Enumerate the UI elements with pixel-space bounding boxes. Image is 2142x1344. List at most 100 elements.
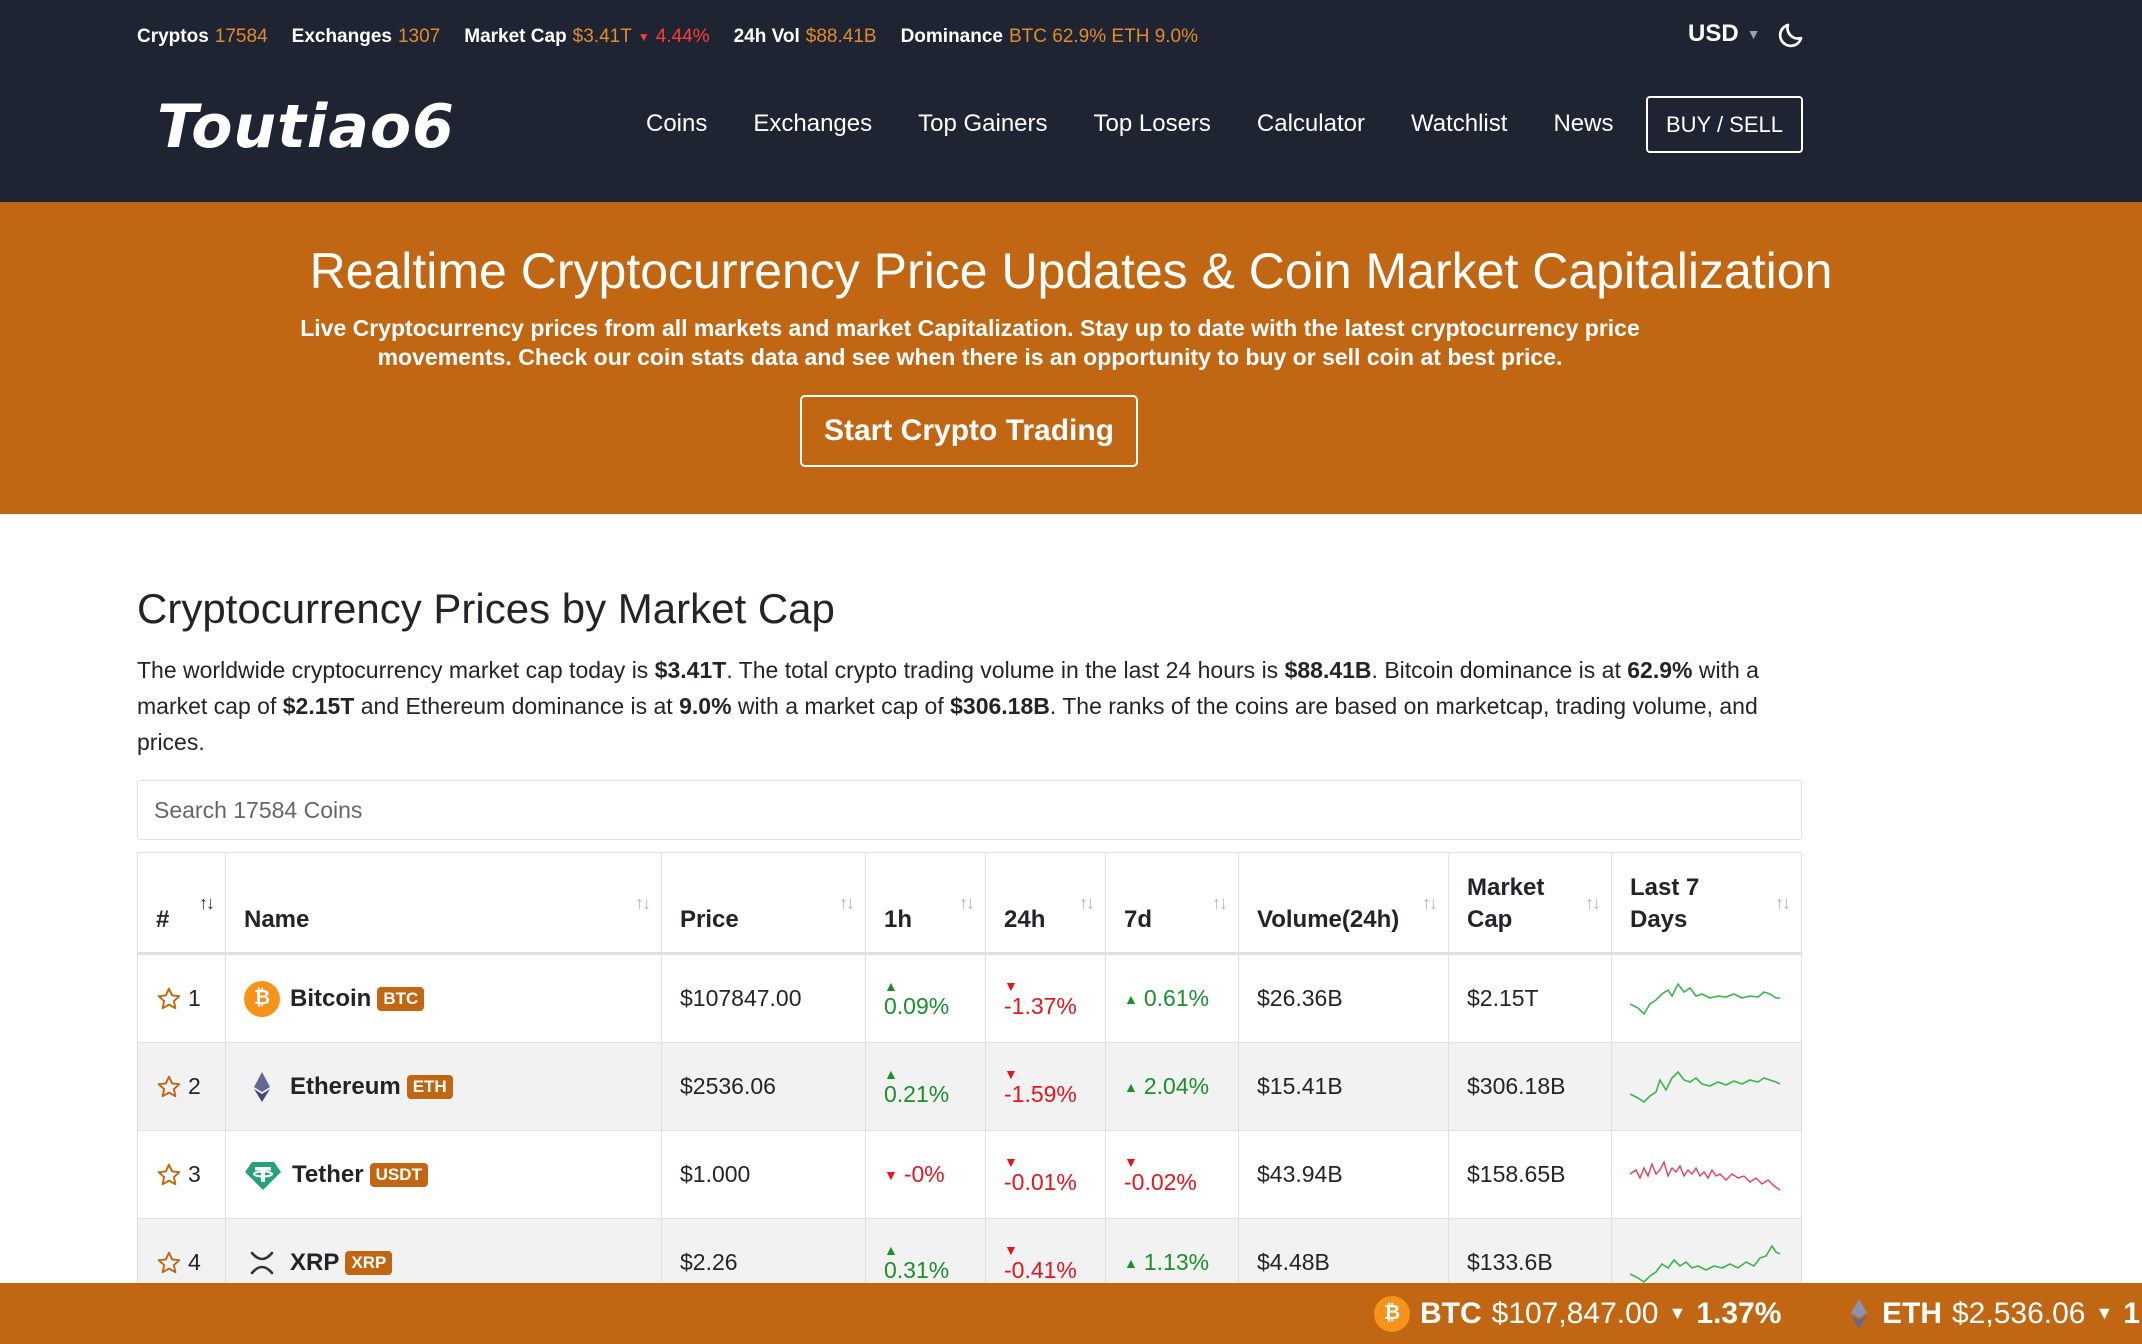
change-24h-cell: ▼ -1.59% [986, 1043, 1106, 1130]
star-icon[interactable] [156, 986, 182, 1012]
desc-text: with a market cap of [137, 657, 1759, 719]
ethereum-icon [1851, 1298, 1867, 1329]
caret-up-icon: ▲ [884, 1241, 898, 1258]
ticker-eth-change: 1.5 [2123, 1296, 2142, 1330]
th-name-label: Name [244, 906, 310, 933]
rank-cell: 4 [138, 1219, 226, 1306]
nav-calculator[interactable]: Calculator [1256, 110, 1365, 137]
change-24h-value: -0.41% [1004, 1256, 1077, 1283]
caret-down-icon: ▼ [884, 1166, 898, 1183]
th-last7[interactable]: Last 7 Days ↑↓ [1612, 853, 1801, 952]
dark-mode-moon-icon[interactable] [1776, 20, 1806, 50]
th-volume[interactable]: Volume(24h) ↑↓ [1239, 853, 1449, 952]
th-7d[interactable]: 7d ↑↓ [1106, 853, 1239, 952]
coin-search-input[interactable] [137, 780, 1802, 840]
stat-marketcap-label: Market Cap [464, 26, 567, 47]
desc-eth-mcap: $306.18B [950, 693, 1050, 719]
th-rank[interactable]: # ↑↓ [138, 853, 226, 952]
th-price[interactable]: Price ↑↓ [662, 853, 866, 952]
change-1h-cell: ▲ 0.09% [866, 955, 986, 1042]
sparkline-cell [1612, 1131, 1801, 1218]
change-7d-cell: ▲ 2.04% [1106, 1043, 1239, 1130]
th-name[interactable]: Name ↑↓ [226, 853, 662, 952]
caret-down-icon: ▼ [637, 30, 650, 44]
sparkline-chart [1630, 1159, 1780, 1191]
change-7d-cell: ▼ -0.02% [1106, 1131, 1239, 1218]
stat-volume-value: $88.41B [805, 26, 877, 47]
th-24h-label: 24h [1004, 906, 1046, 933]
ticker-item-eth[interactable]: ETH $2,536.06 ▼ 1.5 [1846, 1283, 2142, 1344]
stat-exchanges-value: 1307 [397, 26, 441, 47]
volume-cell: $15.41B [1239, 1043, 1449, 1130]
stat-volume-label: 24h Vol [733, 26, 800, 47]
coin-name[interactable]: Ethereum [290, 1072, 401, 1100]
section-description: The worldwide cryptocurrency market cap … [137, 652, 1817, 760]
hero-subtitle: Live Cryptocurrency prices from all mark… [300, 315, 1640, 370]
coin-name[interactable]: Tether [292, 1160, 364, 1188]
th-mcap[interactable]: Market Cap ↑↓ [1449, 853, 1612, 952]
stat-marketcap-change: 4.44% [655, 26, 710, 47]
sort-icon: ↑↓ [1585, 892, 1601, 913]
nav-top-gainers[interactable]: Top Gainers [918, 110, 1048, 137]
name-cell: Tether USDT [226, 1131, 662, 1218]
sparkline-cell [1612, 1043, 1801, 1130]
stat-exchanges[interactable]: Exchanges 1307 [292, 26, 441, 48]
sort-icon: ↑↓ [1079, 892, 1095, 913]
th-1h[interactable]: 1h ↑↓ [866, 853, 986, 952]
coin-name[interactable]: Bitcoin [290, 984, 372, 1012]
desc-text: with a market cap of [731, 693, 951, 719]
name-cell: XRP XRP [226, 1219, 662, 1306]
rank-cell: 2 [138, 1043, 226, 1130]
price-cell: $2.26 [662, 1219, 866, 1306]
star-icon[interactable] [156, 1162, 182, 1188]
chevron-down-icon: ▼ [1746, 26, 1761, 42]
th-7d-label: 7d [1124, 906, 1153, 933]
currency-selector[interactable]: USD ▼ [1688, 20, 1761, 48]
nav-coins[interactable]: Coins [646, 110, 708, 137]
sort-icon: ↑↓ [635, 892, 651, 913]
section-title: Cryptocurrency Prices by Market Cap [137, 585, 835, 632]
table-row[interactable]: 3 Tether USDT $1.000 ▼ -0% ▼ -0.01% ▼ -0.02… [138, 1131, 1801, 1219]
hero-title: Realtime Cryptocurrency Price Updates & … [309, 243, 1833, 299]
change-24h-value: -0.01% [1004, 1168, 1077, 1195]
price-cell: $107847.00 [662, 955, 866, 1042]
caret-down-icon: ▼ [2095, 1303, 2114, 1323]
th-rank-label: # [156, 906, 170, 933]
caret-down-icon: ▼ [1004, 1241, 1018, 1258]
site-logo[interactable]: Toutiao6 [157, 92, 455, 162]
stat-cryptos[interactable]: Cryptos 17584 [137, 26, 268, 48]
change-7d-cell: ▲ 1.13% [1106, 1219, 1239, 1306]
sparkline-chart [1630, 1070, 1780, 1103]
volume-cell: $4.48B [1239, 1219, 1449, 1306]
th-last7-label: Last 7 Days [1630, 874, 1700, 933]
star-icon[interactable] [156, 1250, 182, 1276]
star-icon[interactable] [156, 1074, 182, 1100]
caret-up-icon: ▲ [884, 1065, 898, 1082]
sort-icon: ↑↓ [839, 892, 855, 913]
nav-exchanges[interactable]: Exchanges [753, 110, 873, 137]
bitcoin-icon: ₿ [244, 980, 280, 1017]
table-row[interactable]: 1 ₿ Bitcoin BTC $107847.00 ▲ 0.09% ▼ -1.37… [138, 955, 1801, 1043]
ticker-item-btc[interactable]: ₿ BTC $107,847.00 ▼ 1.37% [1374, 1283, 1781, 1344]
th-volume-label: Volume(24h) [1257, 906, 1400, 933]
desc-text: and Ethereum dominance is at [354, 693, 680, 719]
coin-name[interactable]: XRP [290, 1248, 340, 1276]
table-row[interactable]: 2 Ethereum ETH $2536.06 ▲ 0.21% ▼ -1.59% ▲… [138, 1043, 1801, 1131]
th-24h[interactable]: 24h ↑↓ [986, 853, 1106, 952]
start-trading-button[interactable]: Start Crypto Trading [800, 395, 1138, 467]
name-cell: ₿ Bitcoin BTC [226, 955, 662, 1042]
sort-icon: ↑↓ [959, 892, 975, 913]
change-7d-cell: ▲ 0.61% [1106, 955, 1239, 1042]
top-header: Cryptos 17584 Exchanges 1307 Market Cap … [0, 0, 2142, 202]
nav-top-losers[interactable]: Top Losers [1093, 110, 1211, 137]
change-1h-value: 0.09% [884, 992, 950, 1019]
nav-watchlist[interactable]: Watchlist [1410, 110, 1508, 137]
nav-news[interactable]: News [1553, 110, 1614, 137]
stat-dominance: Dominance BTC 62.9% ETH 9.0% [901, 26, 1198, 48]
desc-volume: $88.41B [1284, 657, 1372, 683]
price-ticker: ₿ BTC $107,847.00 ▼ 1.37% ETH $2,536.06 … [0, 1283, 2142, 1344]
buy-sell-button[interactable]: BUY / SELL [1646, 96, 1803, 153]
caret-up-icon: ▲ [1124, 1078, 1138, 1095]
caret-down-icon: ▼ [1004, 1065, 1018, 1082]
rank-value: 4 [188, 1249, 201, 1275]
